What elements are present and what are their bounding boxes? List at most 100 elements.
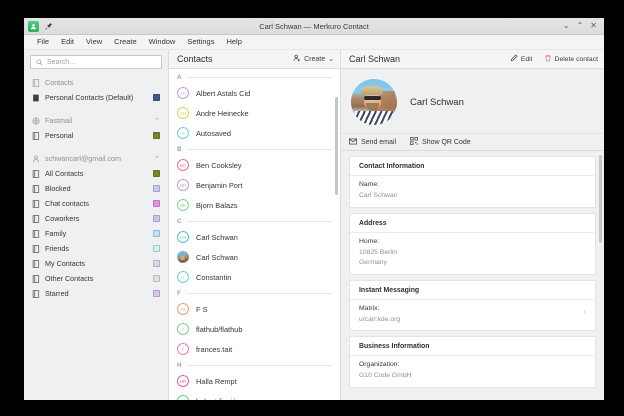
menu-view[interactable]: View <box>86 37 103 46</box>
envelope-icon <box>349 138 357 147</box>
contact-list-item[interactable]: f frances.tait <box>169 339 340 359</box>
collection-color-swatch[interactable] <box>153 230 160 237</box>
address-book-icon <box>31 259 40 268</box>
collection-color-swatch[interactable] <box>153 260 160 267</box>
contact-list-item[interactable]: HR Halla Rempt <box>169 371 340 391</box>
menu-help[interactable]: Help <box>226 37 242 46</box>
menu-bar: File Edit View Create Window Settings He… <box>24 35 604 50</box>
chevron-right-icon[interactable]: › <box>583 308 586 316</box>
sidebar-item-personal-contacts-default[interactable]: Personal Contacts (Default) <box>24 90 168 105</box>
sidebar-item-all-contacts[interactable]: All Contacts <box>24 166 168 181</box>
sidebar-item-my-contacts[interactable]: My Contacts <box>24 256 168 271</box>
contact-list-item[interactable]: FS F S <box>169 299 340 319</box>
collection-color-swatch[interactable] <box>153 215 160 222</box>
collection-color-swatch[interactable] <box>153 290 160 297</box>
window-title: Carl Schwan — Merkuro Contact <box>259 21 369 31</box>
detail-scrollbar[interactable] <box>599 155 602 243</box>
detail-field-value: G10 Code GmbH <box>359 372 412 380</box>
edit-contact-button[interactable]: Edit <box>510 54 533 64</box>
sidebar-item-family[interactable]: Family <box>24 226 168 241</box>
minimize-button[interactable]: ⌄ <box>562 21 570 30</box>
menu-file[interactable]: File <box>37 37 50 46</box>
search-container: Search... <box>24 50 168 73</box>
contact-list-item[interactable]: AH Andre Heinecke <box>169 103 340 123</box>
menu-settings[interactable]: Settings <box>187 37 215 46</box>
contacts-section-header: H <box>169 359 340 371</box>
contact-name-label: Autosaved <box>196 128 231 138</box>
contact-list-item[interactable]: Carl Schwan <box>169 247 340 267</box>
delete-contact-label: Delete contact <box>554 55 598 63</box>
edit-contact-label: Edit <box>520 55 533 63</box>
delete-contact-button[interactable]: Delete contact <box>544 54 598 64</box>
section-letter: H <box>177 362 182 369</box>
menu-window[interactable]: Window <box>148 37 176 46</box>
contacts-scrollbar[interactable] <box>335 97 338 195</box>
sidebar-group-header-contacts[interactable]: Contacts <box>24 75 168 90</box>
collection-color-swatch[interactable] <box>153 275 160 282</box>
address-book-icon <box>31 169 40 178</box>
show-qr-code-label: Show QR Code <box>422 138 471 146</box>
contact-avatar-initials: CS <box>177 231 189 243</box>
detail-field: Home: 10825 Berlin Germany <box>350 233 595 274</box>
sidebar-item-coworkers[interactable]: Coworkers <box>24 211 168 226</box>
sidebar-item-other-contacts[interactable]: Other Contacts <box>24 271 168 286</box>
chevron-up-icon[interactable]: ⌃ <box>154 117 160 125</box>
detail-card-title: Business Information <box>350 337 595 357</box>
contact-quick-actions: Send email Show QR Code <box>341 134 604 151</box>
maximize-button[interactable]: ⌃ <box>576 21 584 30</box>
search-input[interactable]: Search... <box>30 55 162 69</box>
contact-list-item[interactable]: BB Bjorn Balazs <box>169 195 340 215</box>
menu-create[interactable]: Create <box>114 37 137 46</box>
sidebar-group-header-schwancarl-gmail-com[interactable]: schwancarl@gmail.com ⌃ <box>24 151 168 166</box>
detail-title: Carl Schwan <box>349 54 401 64</box>
contact-list-item[interactable]: CS Carl Schwan <box>169 227 340 247</box>
sidebar-item-blocked[interactable]: Blocked <box>24 181 168 196</box>
detail-field-value: 10825 Berlin Germany <box>359 248 398 266</box>
contact-avatar-initials: BC <box>177 159 189 171</box>
contact-list-item[interactable]: A Autosaved <box>169 123 340 143</box>
sidebar: Search... Contacts Personal Contacts (Def… <box>24 50 169 400</box>
address-book-icon <box>31 131 40 140</box>
contact-list-item[interactable]: AC Albert Astals Cid <box>169 83 340 103</box>
address-book-icon <box>31 184 40 193</box>
section-divider <box>185 293 332 294</box>
collection-color-swatch[interactable] <box>153 170 160 177</box>
avatar-hat <box>361 86 383 95</box>
contact-list-item[interactable]: hf hubert figuière <box>169 391 340 400</box>
collection-color-swatch[interactable] <box>153 245 160 252</box>
contact-avatar-initials: C <box>177 271 189 283</box>
contact-list-item[interactable]: BC Ben Cooksley <box>169 155 340 175</box>
menu-edit[interactable]: Edit <box>61 37 75 46</box>
contact-avatar-initials: f <box>177 343 189 355</box>
detail-field-value: Carl Schwan <box>359 192 398 199</box>
show-qr-code-button[interactable]: Show QR Code <box>410 137 471 147</box>
detail-card-title: Address <box>350 214 595 233</box>
collection-color-swatch[interactable] <box>153 94 160 101</box>
title-bar[interactable]: Carl Schwan — Merkuro Contact ⌄ ⌃ ✕ <box>24 18 604 35</box>
pin-icon[interactable] <box>43 21 54 32</box>
contact-list-item[interactable]: f flathub/flathub <box>169 319 340 339</box>
sidebar-group-header-fastmail[interactable]: Fastmail ⌃ <box>24 113 168 128</box>
sidebar-item-starred[interactable]: Starred <box>24 286 168 301</box>
collection-color-swatch[interactable] <box>153 185 160 192</box>
send-email-button[interactable]: Send email <box>349 138 396 147</box>
address-book-icon <box>31 214 40 223</box>
detail-card: Business Information Organization: G10 Cod… <box>349 336 596 389</box>
detail-field[interactable]: Matrix: u/carl:kde.org › <box>350 300 595 331</box>
contact-avatar-initials: FS <box>177 303 189 315</box>
collection-color-swatch[interactable] <box>153 200 160 207</box>
sidebar-item-personal[interactable]: Personal <box>24 128 168 143</box>
create-contact-button[interactable]: Create ⌄ <box>293 54 334 64</box>
sidebar-item-friends[interactable]: Friends <box>24 241 168 256</box>
sidebar-item-chat-contacts[interactable]: Chat contacts <box>24 196 168 211</box>
pencil-icon <box>510 54 518 64</box>
sidebar-item-label: All Contacts <box>45 169 84 178</box>
close-button[interactable]: ✕ <box>590 21 597 30</box>
contacts-section-header: F <box>169 287 340 299</box>
collection-color-swatch[interactable] <box>153 132 160 139</box>
contact-list-item[interactable]: C Constantin <box>169 267 340 287</box>
address-book-icon <box>31 229 40 238</box>
chevron-up-icon[interactable]: ⌃ <box>154 155 160 163</box>
contact-list-item[interactable]: BP Benjamin Port <box>169 175 340 195</box>
detail-field-content: Name: Carl Schwan <box>359 181 586 201</box>
